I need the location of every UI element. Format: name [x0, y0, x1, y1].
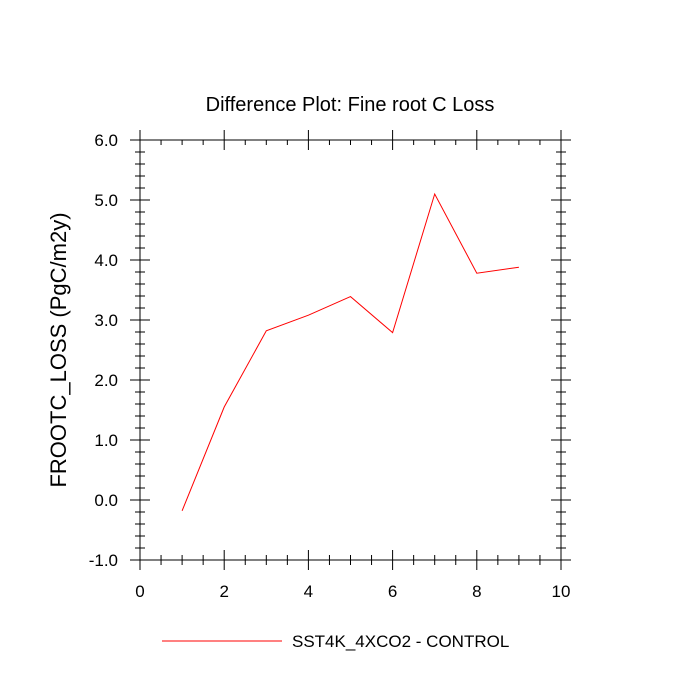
x-tick-label: 4 [304, 582, 313, 601]
axis-ticks [130, 130, 571, 570]
axis-tick-labels: 0 2 4 6 8 10 -1.0 0.0 1.0 2.0 3.0 4.0 5.0 6.0 [89, 131, 571, 601]
series-line [181, 192, 519, 511]
y-tick-label: 0.0 [94, 491, 118, 510]
x-tick-label: 0 [135, 582, 144, 601]
data-series [181, 192, 519, 511]
y-tick-label: 5.0 [94, 191, 118, 210]
chart-title: Difference Plot: Fine root C Loss [206, 94, 495, 116]
y-tick-label: 2.0 [94, 371, 118, 390]
x-tick-label: 6 [388, 582, 397, 601]
y-tick-label: 6.0 [94, 131, 118, 150]
y-tick-label: 3.0 [94, 311, 118, 330]
plot-frame [139, 139, 562, 561]
y-tick-label: 1.0 [94, 431, 118, 450]
x-tick-label: 8 [472, 582, 481, 601]
legend-label: SST4K_4XCO2 - CONTROL [292, 632, 509, 651]
x-tick-label: 10 [552, 582, 571, 601]
legend: SST4K_4XCO2 - CONTROL [162, 632, 509, 651]
y-axis-label: FROOTC_LOSS (PgC/m2y) [46, 212, 71, 487]
x-tick-label: 2 [219, 582, 228, 601]
y-tick-label: -1.0 [89, 551, 118, 570]
y-tick-label: 4.0 [94, 251, 118, 270]
